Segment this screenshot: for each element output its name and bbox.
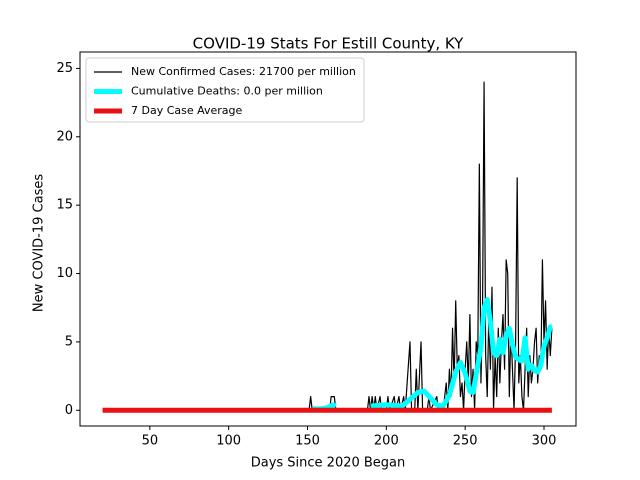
legend-label: 7 Day Case Average (131, 104, 243, 117)
y-tick-label: 0 (65, 403, 73, 418)
y-tick-label: 10 (56, 266, 73, 281)
legend-box (85, 57, 365, 123)
legend: New Confirmed Cases: 21700 per million Cu… (85, 57, 365, 123)
x-axis-label: Days Since 2020 Began (251, 456, 406, 471)
legend-label: Cumulative Deaths: 0.0 per million (131, 85, 323, 98)
y-tick-label: 20 (56, 129, 73, 144)
y-tick-label: 5 (65, 334, 73, 349)
y-tick-label: 25 (56, 61, 73, 76)
x-tick-label: 200 (374, 434, 399, 449)
series-line (102, 81, 553, 411)
x-tick-label: 150 (295, 434, 320, 449)
y-axis-label: New COVID-19 Cases (32, 174, 47, 312)
axes-frame (79, 51, 577, 427)
x-tick-label: 100 (216, 434, 241, 449)
x-tick-label: 50 (142, 434, 159, 449)
x-tick-label: 300 (532, 434, 557, 449)
x-tick-label: 250 (453, 434, 478, 449)
chart-title: COVID-19 Stats For Estill County, KY (193, 35, 464, 53)
legend-label: New Confirmed Cases: 21700 per million (131, 65, 356, 78)
y-tick-label: 15 (56, 198, 73, 213)
